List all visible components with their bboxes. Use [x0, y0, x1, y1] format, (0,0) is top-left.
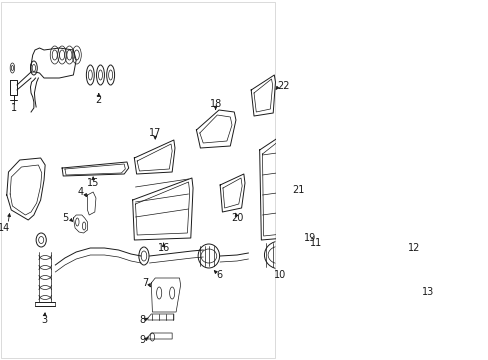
- Text: 13: 13: [421, 287, 433, 297]
- Text: 6: 6: [216, 270, 222, 280]
- Text: 3: 3: [41, 315, 47, 325]
- Text: 17: 17: [149, 128, 161, 138]
- Text: 1: 1: [10, 103, 17, 113]
- Text: 21: 21: [292, 185, 304, 195]
- Text: 20: 20: [230, 213, 243, 223]
- Text: 5: 5: [62, 213, 69, 223]
- Text: 10: 10: [274, 270, 286, 280]
- Text: 11: 11: [309, 238, 321, 248]
- Text: 8: 8: [139, 315, 145, 325]
- Text: 15: 15: [87, 178, 99, 188]
- Text: 4: 4: [77, 187, 83, 197]
- Text: 18: 18: [209, 99, 221, 109]
- Text: 19: 19: [303, 233, 315, 243]
- Text: 22: 22: [277, 81, 289, 91]
- Text: 2: 2: [96, 95, 102, 105]
- Text: 14: 14: [0, 223, 11, 233]
- Text: 9: 9: [139, 335, 145, 345]
- Text: 16: 16: [157, 243, 169, 253]
- Text: 12: 12: [407, 243, 419, 253]
- Text: 7: 7: [142, 278, 148, 288]
